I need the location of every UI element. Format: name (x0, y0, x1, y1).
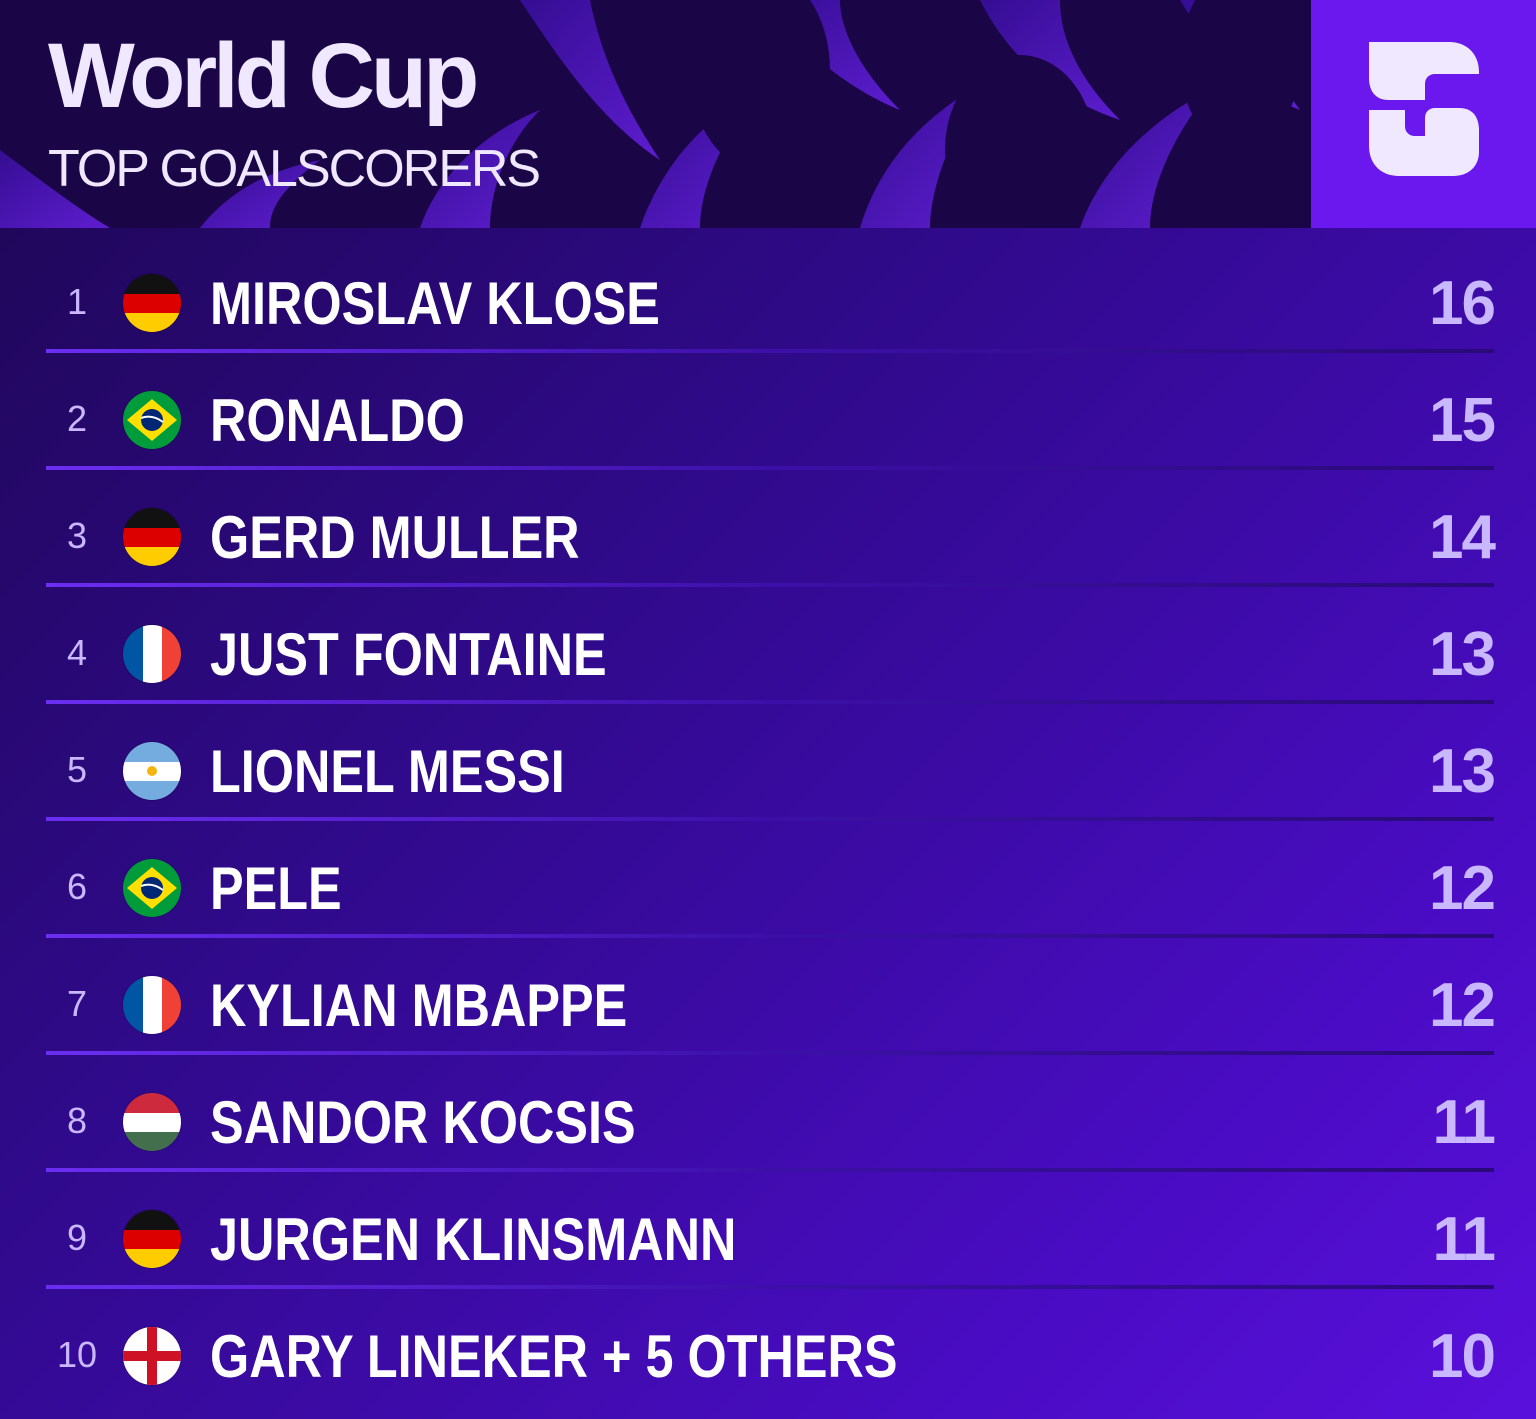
player-name: GARY LINEKER + 5 OTHERS (210, 1323, 898, 1390)
row-divider (46, 1285, 1494, 1289)
header-background-pattern (0, 0, 1312, 228)
list-item: 6 PELE 12 (0, 813, 1536, 938)
list-item: 3 GERD MULLER 14 (0, 462, 1536, 587)
player-name: LIONEL MESSI (210, 738, 565, 805)
england-flag-icon (123, 1327, 181, 1385)
page-title: World Cup (48, 25, 479, 127)
germany-flag-icon (123, 274, 181, 332)
row-divider (46, 349, 1494, 353)
player-name: GERD MULLER (210, 504, 580, 571)
row-divider (46, 1168, 1494, 1172)
list-item: 4 JUST FONTAINE 13 (0, 579, 1536, 704)
row-divider (46, 700, 1494, 704)
rank-number: 7 (66, 983, 88, 1024)
scorers-list: 1 MIROSLAV KLOSE 16 2 RONALDO 15 3 GERD … (0, 228, 1536, 1398)
rank-number: 10 (56, 1334, 98, 1375)
rank-number: 9 (66, 1217, 88, 1258)
page-subtitle: TOP GOALSCORERS (48, 140, 541, 198)
list-item: 1 MIROSLAV KLOSE 16 (0, 228, 1536, 353)
list-item: 10 GARY LINEKER + 5 OTHERS 10 (0, 1281, 1536, 1398)
goal-count: 11 (1432, 1205, 1496, 1274)
goal-count: 10 (1429, 1322, 1496, 1391)
goal-count: 16 (1429, 269, 1496, 338)
list-item: 2 RONALDO 15 (0, 345, 1536, 470)
goal-count: 15 (1429, 386, 1496, 455)
goal-count: 11 (1432, 1088, 1496, 1157)
row-divider (46, 1051, 1494, 1055)
goal-count: 12 (1429, 854, 1496, 923)
rank-number: 4 (66, 632, 88, 673)
france-flag-icon (123, 976, 181, 1034)
list-item: 9 JURGEN KLINSMANN 11 (0, 1164, 1536, 1289)
row-divider (46, 466, 1494, 470)
s-logo-icon (1369, 42, 1479, 176)
brazil-flag-icon (123, 391, 181, 449)
player-name: SANDOR KOCSIS (210, 1089, 636, 1156)
germany-flag-icon (123, 508, 181, 566)
row-divider (46, 817, 1494, 821)
hungary-flag-icon (123, 1093, 181, 1151)
germany-flag-icon (123, 1210, 181, 1268)
player-name: PELE (210, 855, 342, 922)
player-name: KYLIAN MBAPPE (210, 972, 628, 1039)
goal-count: 14 (1429, 503, 1496, 572)
row-divider (46, 583, 1494, 587)
goal-count: 13 (1429, 620, 1496, 689)
argentina-flag-icon (123, 742, 181, 800)
header: World Cup TOP GOALSCORERS (0, 0, 1536, 228)
list-item: 7 KYLIAN MBAPPE 12 (0, 930, 1536, 1055)
rank-number: 2 (66, 398, 88, 439)
player-name: RONALDO (210, 387, 465, 454)
brazil-flag-icon (123, 859, 181, 917)
rank-number: 8 (66, 1100, 88, 1141)
goal-count: 12 (1429, 971, 1496, 1040)
goal-count: 13 (1429, 737, 1496, 806)
rank-number: 3 (66, 515, 88, 556)
rank-number: 1 (66, 281, 88, 322)
france-flag-icon (123, 625, 181, 683)
player-name: JURGEN KLINSMANN (210, 1206, 737, 1273)
rank-number: 5 (66, 749, 88, 790)
list-item: 5 LIONEL MESSI 13 (0, 696, 1536, 821)
player-name: MIROSLAV KLOSE (210, 270, 660, 337)
row-divider (46, 934, 1494, 938)
rank-number: 6 (66, 866, 88, 907)
list-item: 8 SANDOR KOCSIS 11 (0, 1047, 1536, 1172)
player-name: JUST FONTAINE (210, 621, 607, 688)
brand-logo (1311, 0, 1536, 228)
